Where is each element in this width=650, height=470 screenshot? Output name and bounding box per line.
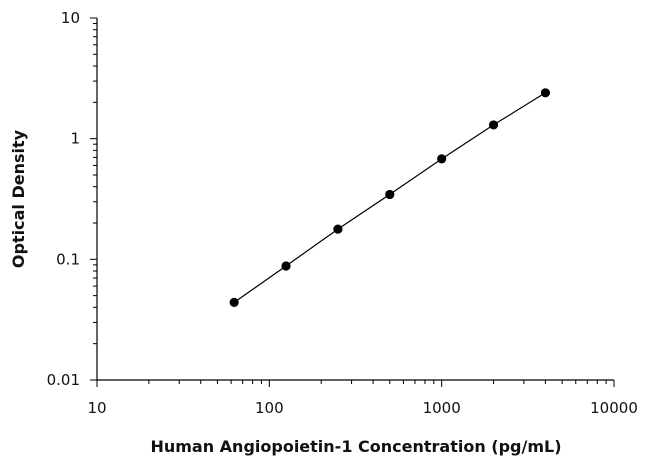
y-tick-label: 1: [70, 130, 80, 148]
data-point: [281, 261, 291, 271]
x-tick-label: 100: [255, 399, 284, 417]
data-point: [333, 224, 343, 234]
x-axis-title: Human Angiopoietin-1 Concentration (pg/m…: [150, 437, 561, 456]
y-tick-label: 10: [61, 9, 80, 27]
data-point: [229, 297, 239, 307]
data-point: [488, 120, 499, 130]
y-tick-label: 0.1: [56, 250, 80, 268]
data-point: [540, 88, 551, 98]
y-axis-title: Optical Density: [9, 129, 28, 268]
x-tick-label: 1000: [423, 399, 461, 417]
y-tick-label: 0.01: [47, 371, 80, 389]
data-point: [385, 189, 395, 200]
data-point: [437, 154, 447, 164]
x-tick-label: 10000: [590, 399, 638, 417]
x-tick-label: 10: [87, 399, 106, 417]
